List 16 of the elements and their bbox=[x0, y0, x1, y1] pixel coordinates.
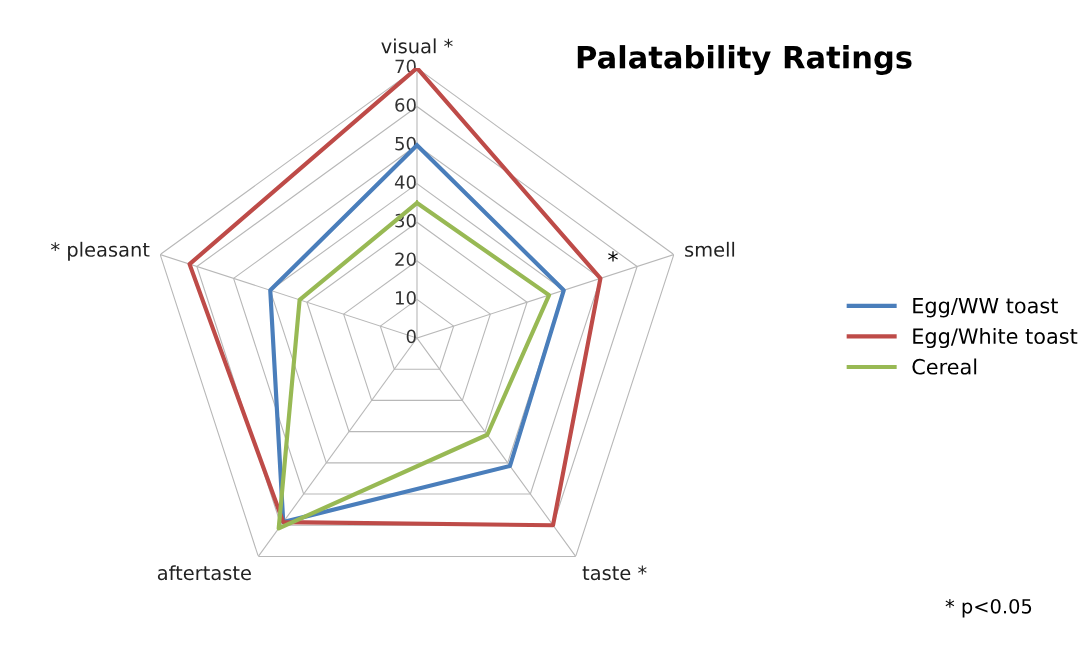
spoke-label: taste * bbox=[582, 565, 647, 581]
legend-label: Egg/WW toast bbox=[913, 297, 1058, 318]
y-tick-label: 10 bbox=[396, 291, 416, 305]
spoke-label: * pleasant bbox=[51, 241, 150, 261]
y-tick-label: 0 bbox=[406, 329, 416, 344]
legend-label: Cereal bbox=[912, 358, 977, 375]
text: * p<0.05 bbox=[945, 598, 1032, 618]
spoke-label: visual * bbox=[381, 38, 453, 54]
chart-title: Palatability Ratings bbox=[577, 45, 912, 75]
spoke-label: smell bbox=[685, 241, 735, 257]
y-tick-label: 20 bbox=[395, 252, 416, 267]
y-tick-label: 40 bbox=[394, 175, 416, 189]
legend-label: Egg/White toast bbox=[913, 327, 1078, 349]
text: * bbox=[608, 251, 618, 262]
spoke-label: aftertaste bbox=[157, 565, 251, 581]
y-tick-label: 60 bbox=[395, 98, 416, 112]
